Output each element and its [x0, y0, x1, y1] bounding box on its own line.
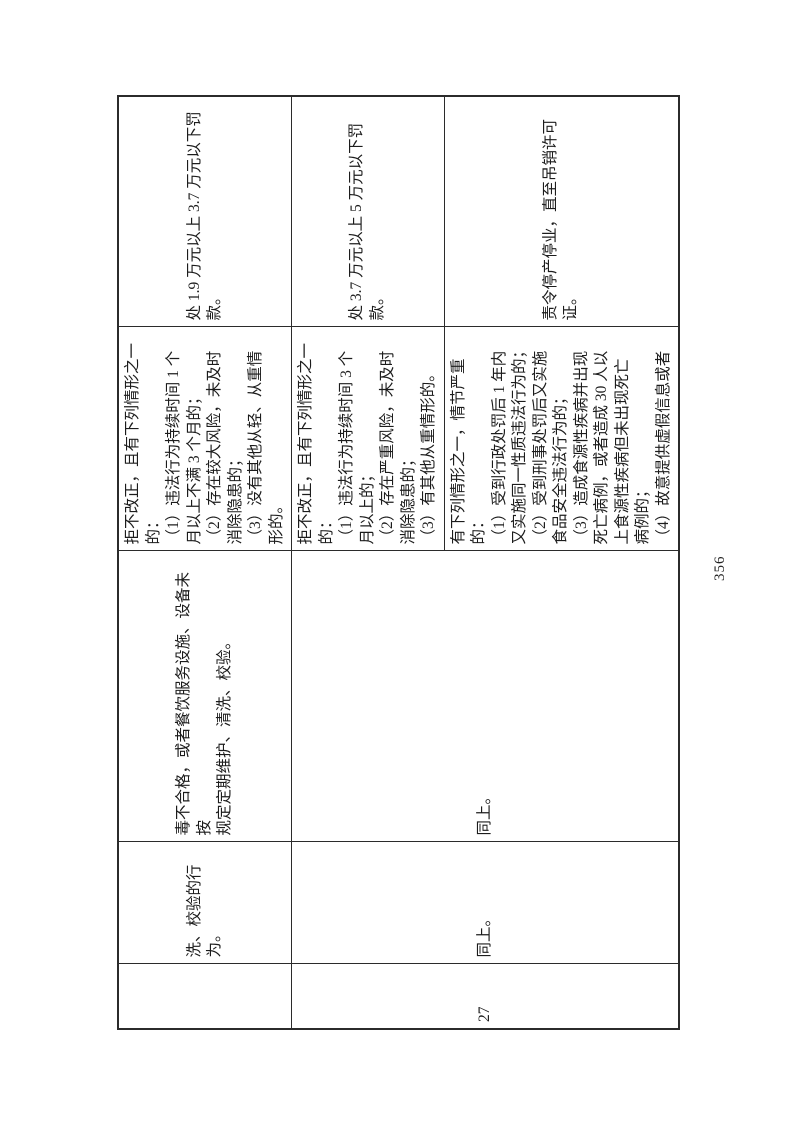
- cell-legal-basis-ditto: 同上。: [291, 551, 679, 842]
- cell-circumstances-tier1: 拒不改正，且有下列情形之一 的： （1）违法行为持续时间 1 个 月以上不满 3…: [118, 327, 292, 551]
- table-row: 洗、校验的行 为。 毒不合格，或者餐饮服务设施、设备未按 规定定期维护、清洗、校…: [118, 96, 292, 1029]
- cell-legal-basis-behavior-tail: 毒不合格，或者餐饮服务设施、设备未按 规定定期维护、清洗、校验。: [118, 551, 292, 842]
- cell-circumstances-tier3: 有下列情形之一，情节严重 的： （1）受到行政处罚后 1 年内 又实施同一性质违…: [444, 327, 679, 551]
- cell-violation-behavior-tail: 洗、校验的行 为。: [118, 842, 292, 964]
- cell-item-number-27: 27: [291, 964, 679, 1029]
- cell-penalty-tier1: 处 1.9 万元以上 3.7 万元以下罚 款。: [118, 96, 292, 327]
- page-number: 356: [712, 555, 728, 582]
- cell-penalty-tier2: 处 3.7 万元以上 5 万元以下罚 款。: [291, 96, 444, 327]
- cell-circumstances-tier2: 拒不改正，且有下列情形之一 的： （1）违法行为持续时间 3 个 月以上的； （…: [291, 327, 444, 551]
- cell-penalty-tier3: 责令停产停业，直至吊销许可 证。: [444, 96, 679, 327]
- table-row: 27 同上。 同上。 拒不改正，且有下列情形之一 的： （1）违法行为持续时间 …: [291, 96, 679, 1029]
- cell-violation-behavior-ditto: 同上。: [291, 842, 679, 964]
- cell-item-number-empty: [118, 964, 292, 1029]
- penalty-discretion-table: 洗、校验的行 为。 毒不合格，或者餐饮服务设施、设备未按 规定定期维护、清洗、校…: [117, 95, 680, 1030]
